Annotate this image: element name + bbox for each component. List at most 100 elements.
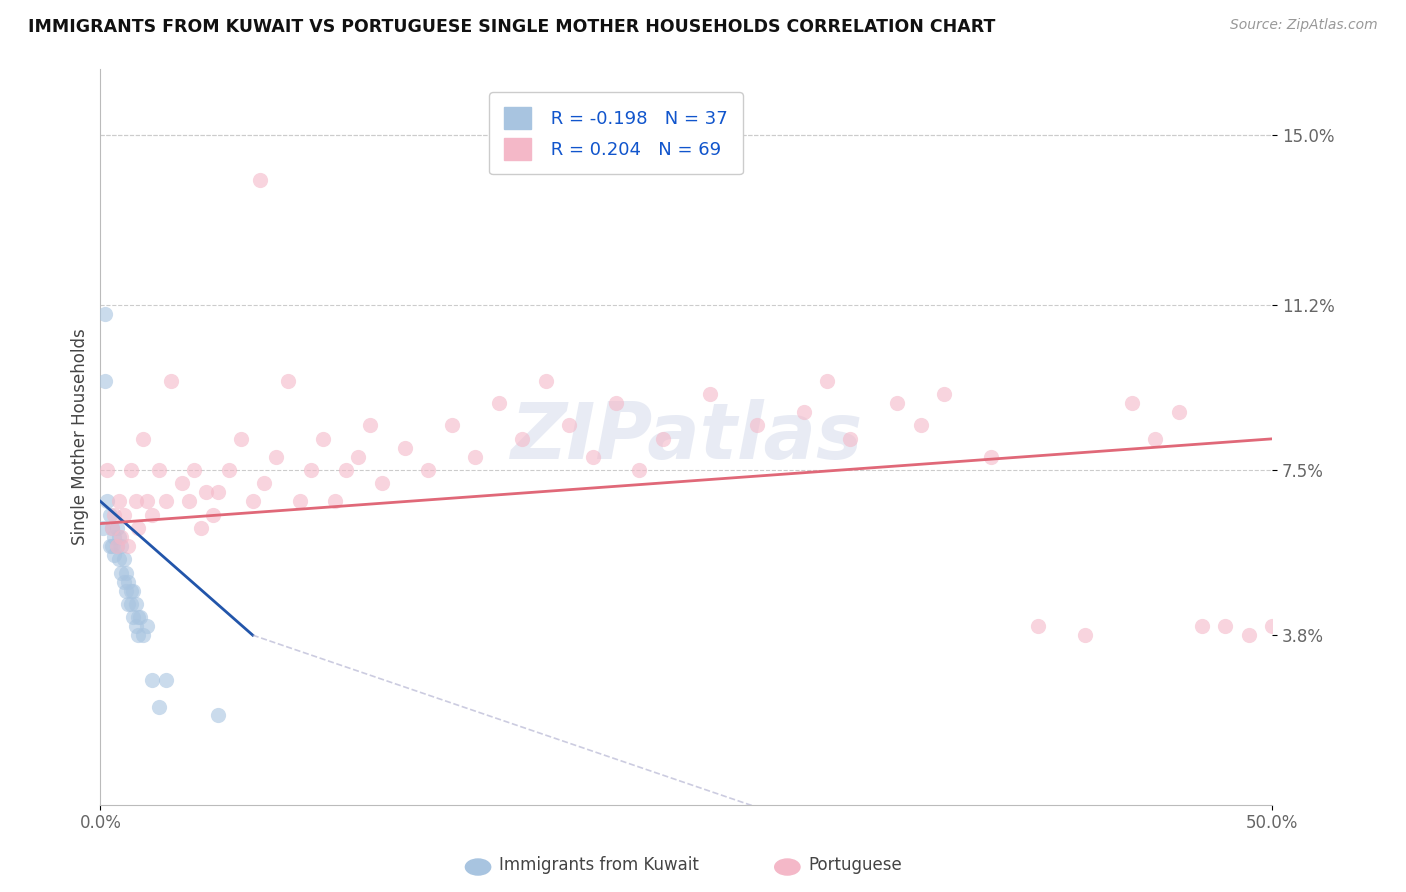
Point (312, 432, 335, 446)
Point (510, 432, 533, 446)
Point (194, 485, 217, 500)
Point (120, 583, 142, 598)
Point (418, 463, 440, 477)
Point (253, 476, 276, 491)
Point (1026, 619, 1049, 633)
Point (110, 530, 132, 544)
Point (141, 508, 163, 522)
Point (129, 610, 152, 624)
Point (934, 387, 956, 401)
Point (124, 619, 146, 633)
Point (464, 450, 486, 464)
Point (249, 173, 271, 187)
Point (347, 450, 370, 464)
Point (105, 521, 128, 535)
Text: Source: ZipAtlas.com: Source: ZipAtlas.com (1230, 18, 1378, 32)
Point (124, 494, 146, 508)
Point (101, 521, 124, 535)
Point (207, 708, 229, 723)
Point (127, 628, 149, 642)
Point (91, 521, 114, 535)
Text: Immigrants from Kuwait: Immigrants from Kuwait (499, 856, 699, 874)
Point (288, 494, 311, 508)
Point (792, 405, 814, 419)
Point (277, 374, 299, 388)
Point (96, 463, 118, 477)
Text: IMMIGRANTS FROM KUWAIT VS PORTUGUESE SINGLE MOTHER HOUSEHOLDS CORRELATION CHART: IMMIGRANTS FROM KUWAIT VS PORTUGUESE SIN… (28, 18, 995, 36)
Text: ZIPatlas: ZIPatlas (510, 399, 862, 475)
Point (488, 396, 510, 410)
Point (122, 583, 145, 598)
Point (124, 597, 146, 611)
Point (370, 476, 392, 491)
Point (699, 387, 721, 401)
Point (127, 610, 149, 624)
Point (94, 307, 117, 321)
Point (108, 530, 131, 544)
Point (534, 374, 557, 388)
Legend:  R = -0.198   N = 37,  R = 0.204   N = 69: R = -0.198 N = 37, R = 0.204 N = 69 (489, 92, 742, 174)
Point (101, 539, 124, 553)
Point (108, 494, 131, 508)
Point (815, 374, 838, 388)
Point (112, 552, 135, 566)
Point (98, 508, 121, 522)
Point (103, 508, 125, 522)
Point (148, 699, 170, 714)
Point (299, 463, 322, 477)
Point (628, 463, 651, 477)
Point (117, 539, 139, 553)
Point (155, 673, 177, 687)
Point (94, 374, 117, 388)
Point (581, 450, 603, 464)
Point (105, 539, 128, 553)
Point (172, 476, 194, 491)
Point (359, 418, 381, 433)
Point (131, 432, 153, 446)
Y-axis label: Single Mother Households: Single Mother Households (72, 328, 89, 545)
Point (183, 463, 205, 477)
Point (1215, 619, 1237, 633)
Point (103, 530, 125, 544)
Point (110, 566, 132, 580)
Point (98, 539, 121, 553)
Point (839, 432, 862, 446)
Point (218, 463, 240, 477)
Point (605, 396, 627, 410)
Point (112, 574, 135, 589)
Point (1167, 405, 1189, 419)
Point (96, 494, 118, 508)
Point (105, 539, 128, 553)
Point (120, 597, 142, 611)
Text: Portuguese: Portuguese (808, 856, 903, 874)
Point (112, 508, 135, 522)
Point (394, 441, 416, 455)
Point (886, 396, 908, 410)
Point (155, 494, 177, 508)
Point (103, 548, 125, 562)
Point (335, 463, 357, 477)
Point (242, 494, 264, 508)
Point (1191, 619, 1213, 633)
Point (117, 574, 139, 589)
Point (651, 432, 673, 446)
Point (141, 673, 163, 687)
Point (115, 583, 138, 598)
Point (264, 450, 287, 464)
Point (131, 628, 153, 642)
Point (115, 566, 138, 580)
Point (745, 418, 768, 433)
Point (136, 494, 159, 508)
Point (980, 450, 1002, 464)
Point (323, 494, 346, 508)
Point (1261, 619, 1284, 633)
Point (108, 552, 131, 566)
Point (190, 521, 212, 535)
Point (440, 418, 463, 433)
Point (120, 463, 142, 477)
Point (1237, 628, 1260, 642)
Point (207, 485, 229, 500)
Point (229, 432, 252, 446)
Point (159, 374, 181, 388)
Point (1074, 628, 1097, 642)
